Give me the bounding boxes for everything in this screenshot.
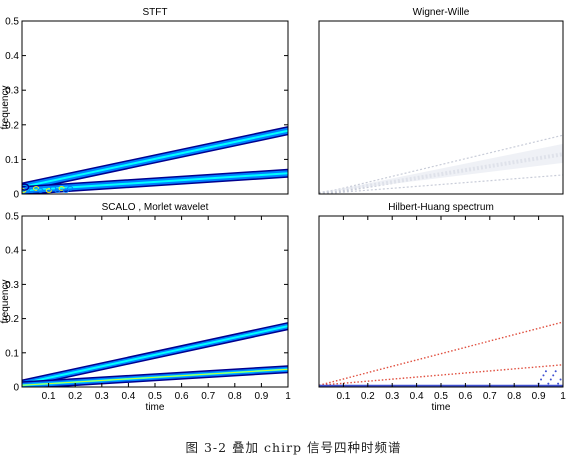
y-tick-label: 0.4 — [5, 51, 19, 62]
panel-3: 0 0.1 0.2 0.3 0.4 0.5 0.1 0.2 0.3 0.4 0.5 0.6 0.7 0.8… — [0, 202, 291, 413]
ridge-1 — [319, 134, 563, 194]
x-tick-label: 0.8 — [228, 391, 242, 402]
stft-low-blob — [28, 188, 35, 193]
ridge-2-peak — [22, 368, 288, 386]
stft-low-blob — [62, 188, 69, 193]
y-tick-label: 0.2 — [5, 120, 19, 131]
x-axis-label: time — [146, 402, 165, 413]
plot-area — [22, 216, 288, 387]
chart-title: SCALO , Morlet wavelet — [102, 202, 209, 213]
y-tick-label: 0 — [13, 383, 19, 394]
y-tick-label: 0.5 — [5, 17, 19, 28]
ridge-2-core — [22, 172, 288, 192]
x-tick-label: 0.3 — [385, 391, 399, 402]
stft-origin-blob — [22, 183, 30, 191]
y-tick-label: 0.4 — [5, 246, 19, 257]
panel-1: 0 0.1 0.2 0.3 0.4 0.5 STFT frequency — [0, 7, 289, 201]
x-tick-label: 0.2 — [361, 391, 375, 402]
y-tick-label: 0.3 — [5, 86, 19, 97]
plot-frame — [318, 20, 564, 195]
x-axis-label: time — [432, 402, 451, 413]
ridge-group — [22, 126, 288, 194]
hht-scatter-dot — [547, 382, 550, 385]
x-tick-label: 0.2 — [68, 391, 82, 402]
chart-title: Hilbert-Huang spectrum — [388, 202, 494, 213]
stft-low-blob — [67, 186, 74, 191]
x-tick-label: 0.5 — [148, 391, 162, 402]
ridge-1-core — [22, 129, 288, 189]
hht-scatter-dot — [544, 370, 547, 373]
hht-scatter-dot — [557, 382, 560, 385]
x-tick-label: 0.9 — [532, 391, 546, 402]
time-frequency-figure: 0 0.1 0.2 0.3 0.4 0.5 STFT frequency Wigner-Will… — [0, 7, 566, 413]
x-tick-label: 0.4 — [410, 391, 424, 402]
y-tick-label: 0.3 — [5, 280, 19, 291]
hht-scatter-dot — [552, 374, 555, 377]
x-tick-label: 0.8 — [507, 391, 521, 402]
plot-area — [319, 216, 563, 387]
stft-low-blob — [58, 186, 65, 191]
hht-scatter-dot — [540, 378, 543, 381]
x-tick-label: 0.7 — [201, 391, 215, 402]
hht-scatter-dot — [542, 374, 545, 377]
y-tick-label: 0.5 — [5, 212, 19, 223]
ridge-1-core — [22, 325, 288, 385]
ridge-group — [319, 134, 563, 194]
hht-scatter-dot — [559, 378, 562, 381]
hht-scatter-dot — [549, 378, 552, 381]
stft-low-blob — [41, 186, 48, 191]
y-axis-label: frequency — [0, 86, 11, 130]
hht-scatter-dot — [554, 370, 557, 373]
y-tick-label: 0.1 — [5, 155, 19, 166]
stft-low-blob — [54, 188, 61, 193]
y-axis-label: frequency — [0, 280, 11, 324]
ridge-1 — [319, 321, 563, 386]
x-tick-label: 0.1 — [336, 391, 350, 402]
plot-area — [319, 21, 563, 194]
x-tick-label: 0.4 — [121, 391, 135, 402]
wigner-interference-wedge — [323, 143, 563, 193]
stft-low-blob — [37, 188, 44, 193]
x-tick-label: 1 — [285, 391, 291, 402]
chart-title: STFT — [143, 7, 168, 18]
y-tick-label: 0.2 — [5, 314, 19, 325]
y-tick-label: 0 — [13, 190, 19, 201]
stft-low-blob — [32, 186, 40, 191]
x-tick-label: 0.7 — [483, 391, 497, 402]
ridge-3 — [319, 174, 563, 194]
x-tick-label: 0.6 — [458, 391, 472, 402]
panel-4: 0.1 0.2 0.3 0.4 0.5 0.6 0.7 0.8 0.9 1 Hilbert-Huan… — [318, 202, 566, 413]
panel-2: Wigner-Wille — [318, 7, 564, 195]
plot-area — [22, 21, 288, 194]
figure-caption: 图 3-2 叠加 chirp 信号四种时频谱 — [185, 440, 402, 455]
y-tick-label: 0.1 — [5, 348, 19, 359]
x-tick-label: 0.1 — [42, 391, 56, 402]
stft-low-blob — [45, 188, 52, 193]
stft-low-blob — [50, 186, 57, 191]
ridge-2 — [319, 364, 563, 386]
chart-title: Wigner-Wille — [413, 7, 470, 18]
x-tick-label: 0.3 — [95, 391, 109, 402]
stft-low-blob — [24, 186, 31, 191]
x-tick-label: 0.9 — [254, 391, 268, 402]
x-tick-label: 0.6 — [175, 391, 189, 402]
x-tick-label: 1 — [560, 391, 566, 402]
x-tick-label: 0.5 — [434, 391, 448, 402]
ridge-group — [22, 322, 288, 387]
plot-frame — [21, 20, 289, 195]
